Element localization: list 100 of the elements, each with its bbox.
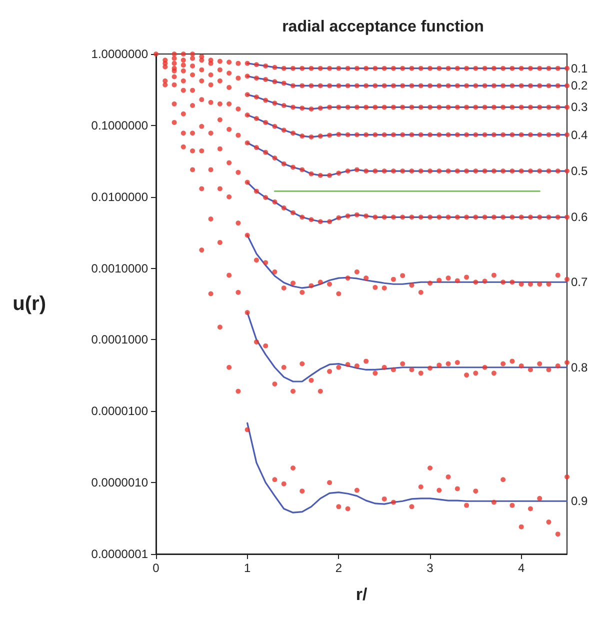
point [409, 214, 414, 220]
line-series [246, 422, 568, 514]
point [345, 132, 350, 138]
point [308, 106, 314, 112]
point [272, 124, 278, 129]
point [500, 361, 506, 366]
point [154, 52, 158, 56]
point [537, 66, 542, 71]
point [364, 83, 369, 88]
point [336, 132, 342, 137]
point [190, 130, 196, 136]
point [272, 100, 278, 106]
point [446, 276, 451, 281]
point [382, 364, 387, 370]
point [162, 64, 168, 70]
point [354, 269, 360, 274]
point [272, 199, 278, 204]
point [272, 155, 278, 160]
point [418, 83, 424, 88]
point [409, 132, 414, 138]
point [172, 120, 177, 125]
point [336, 83, 342, 88]
point [372, 83, 378, 88]
point [244, 140, 250, 146]
point [364, 66, 369, 71]
point [254, 62, 259, 68]
point [244, 60, 250, 66]
point [564, 474, 570, 480]
point [510, 83, 515, 88]
point [244, 310, 250, 316]
point [263, 150, 268, 155]
point [537, 214, 542, 220]
point [217, 117, 222, 122]
point [428, 66, 432, 71]
point [428, 280, 432, 286]
point [364, 104, 369, 110]
point [244, 92, 250, 98]
point [518, 83, 524, 88]
point [327, 172, 332, 178]
point [364, 213, 369, 218]
point [217, 67, 222, 72]
point [336, 291, 342, 296]
point [464, 66, 470, 71]
point [199, 58, 204, 63]
point [327, 368, 332, 374]
point [254, 339, 259, 344]
point [318, 219, 323, 224]
point [372, 370, 378, 376]
point [254, 188, 259, 194]
point [382, 168, 387, 174]
point [390, 500, 396, 505]
point [236, 132, 241, 138]
point [281, 285, 286, 290]
point [464, 104, 470, 110]
point [454, 83, 460, 88]
point [555, 532, 560, 537]
point [372, 214, 378, 220]
series-label: 0.7 [571, 275, 588, 290]
point [500, 477, 506, 482]
point [308, 171, 314, 176]
point [208, 167, 214, 172]
point [300, 66, 305, 71]
point [372, 66, 378, 71]
point [528, 66, 533, 71]
point [436, 66, 442, 71]
point [537, 104, 542, 110]
point [336, 215, 342, 220]
point [281, 80, 286, 86]
point [518, 66, 524, 71]
y-tick-label: 1.0000000 [91, 47, 148, 61]
point [217, 240, 222, 245]
point [473, 104, 478, 110]
point [190, 103, 196, 108]
series-label: 0.4 [571, 128, 588, 142]
point [236, 106, 241, 112]
point [464, 372, 470, 378]
point [180, 58, 186, 63]
point [528, 104, 533, 110]
chart-title: radial acceptance function [282, 18, 484, 36]
point [236, 60, 241, 66]
point [510, 168, 515, 174]
point [336, 364, 342, 370]
point [290, 210, 296, 216]
point [454, 66, 460, 71]
point [300, 167, 305, 172]
point [537, 132, 542, 138]
point [418, 214, 424, 220]
point [217, 324, 222, 330]
point [190, 167, 196, 172]
point [409, 168, 414, 174]
point [263, 98, 268, 103]
point [180, 62, 186, 68]
point [428, 214, 432, 220]
point [428, 168, 432, 174]
point [428, 465, 432, 470]
point [528, 168, 533, 174]
point [500, 104, 506, 110]
point [510, 66, 515, 71]
point [491, 500, 496, 505]
point [208, 82, 214, 88]
